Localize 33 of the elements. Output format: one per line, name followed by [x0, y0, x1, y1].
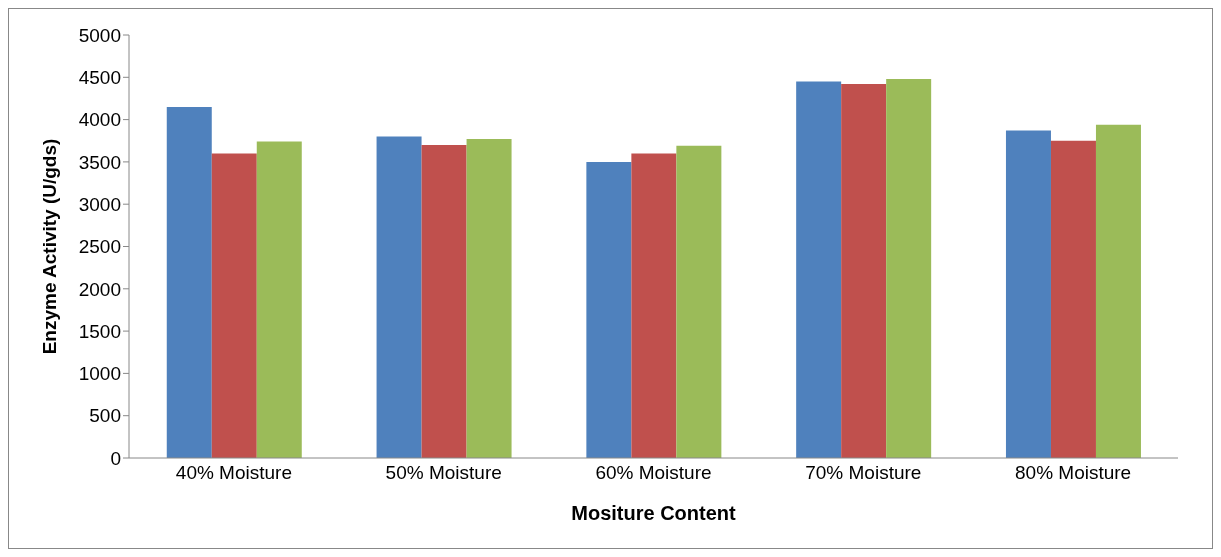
bar — [256, 141, 302, 458]
bar — [376, 136, 422, 458]
y-tick-label: 2500 — [78, 236, 121, 258]
bar — [676, 145, 722, 458]
y-tick-label: 2000 — [78, 278, 121, 300]
bar — [841, 84, 887, 458]
x-tick-label: 80% Moisture — [1015, 462, 1132, 484]
y-axis-title: Enzyme Activity (U/gds) — [38, 138, 60, 355]
x-tick-label: 40% Moisture — [175, 462, 292, 484]
bar — [886, 78, 932, 458]
bar — [166, 106, 212, 458]
y-tick-label: 4500 — [78, 67, 121, 89]
x-tick-label: 50% Moisture — [385, 462, 502, 484]
y-tick-label: 1000 — [78, 363, 121, 385]
bar — [1095, 124, 1141, 458]
x-tick-label: 70% Moisture — [805, 462, 922, 484]
bar — [631, 153, 677, 458]
bar — [421, 144, 467, 458]
y-tick-label: 0 — [110, 447, 121, 469]
bar — [211, 153, 257, 458]
bar — [466, 139, 512, 458]
x-axis-title: Mositure Content — [571, 502, 737, 524]
bar — [796, 81, 842, 458]
y-tick-label: 1500 — [78, 320, 121, 342]
bar — [1050, 140, 1096, 458]
y-tick-label: 3500 — [78, 151, 121, 173]
y-tick-label: 5000 — [78, 24, 121, 46]
y-tick-label: 4000 — [78, 109, 121, 131]
bar — [1005, 130, 1051, 458]
y-tick-label: 500 — [89, 405, 121, 427]
bar — [586, 161, 632, 458]
y-tick-label: 3000 — [78, 193, 121, 215]
x-tick-label: 60% Moisture — [595, 462, 712, 484]
